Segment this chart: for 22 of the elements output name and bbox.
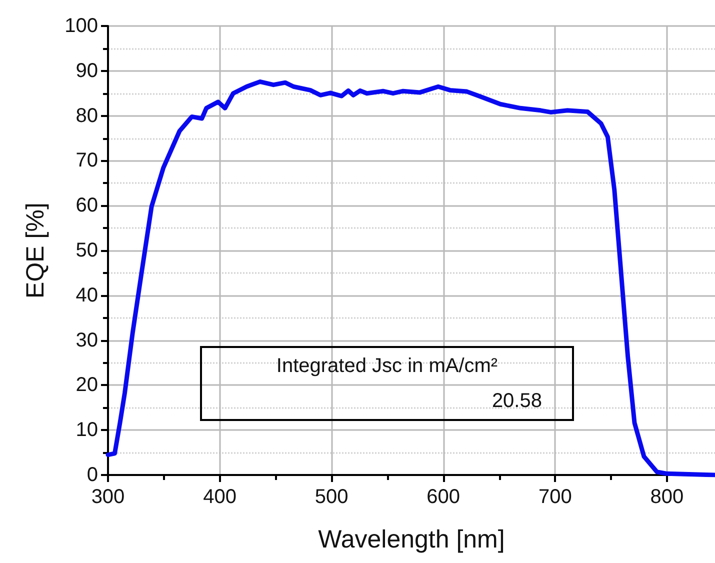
x-axis-title: Wavelength [nm] — [318, 526, 505, 554]
annotation: 20.58 — [490, 389, 543, 414]
x-tick-label: 400 — [203, 486, 236, 508]
annotation: Integrated Jsc in mA/cm² — [275, 354, 499, 379]
y-tick-label: 20 — [76, 374, 98, 396]
y-tick-label: 10 — [76, 419, 98, 442]
y-tick-label: 80 — [76, 104, 98, 127]
x-tick-label: 600 — [426, 486, 460, 508]
y-axis-title: EQE [%] — [22, 202, 50, 298]
y-tick-label: 60 — [76, 194, 98, 217]
x-tick-label: 800 — [650, 486, 684, 508]
y-tick-label: 0 — [86, 464, 98, 486]
y-tick-label: 30 — [76, 329, 98, 352]
y-tick-label: 100 — [64, 15, 98, 37]
x-tick-label: 700 — [538, 486, 572, 508]
text-box: Integrated Jsc in mA/cm² 20.58 — [200, 346, 574, 421]
y-tick-label: 90 — [76, 60, 98, 82]
y-tick-label: 40 — [76, 284, 98, 306]
y-tick-label: 70 — [76, 150, 98, 172]
x-tick-label: 500 — [314, 486, 348, 508]
y-tick-label: 50 — [76, 240, 98, 262]
x-tick-label: 300 — [91, 486, 125, 508]
